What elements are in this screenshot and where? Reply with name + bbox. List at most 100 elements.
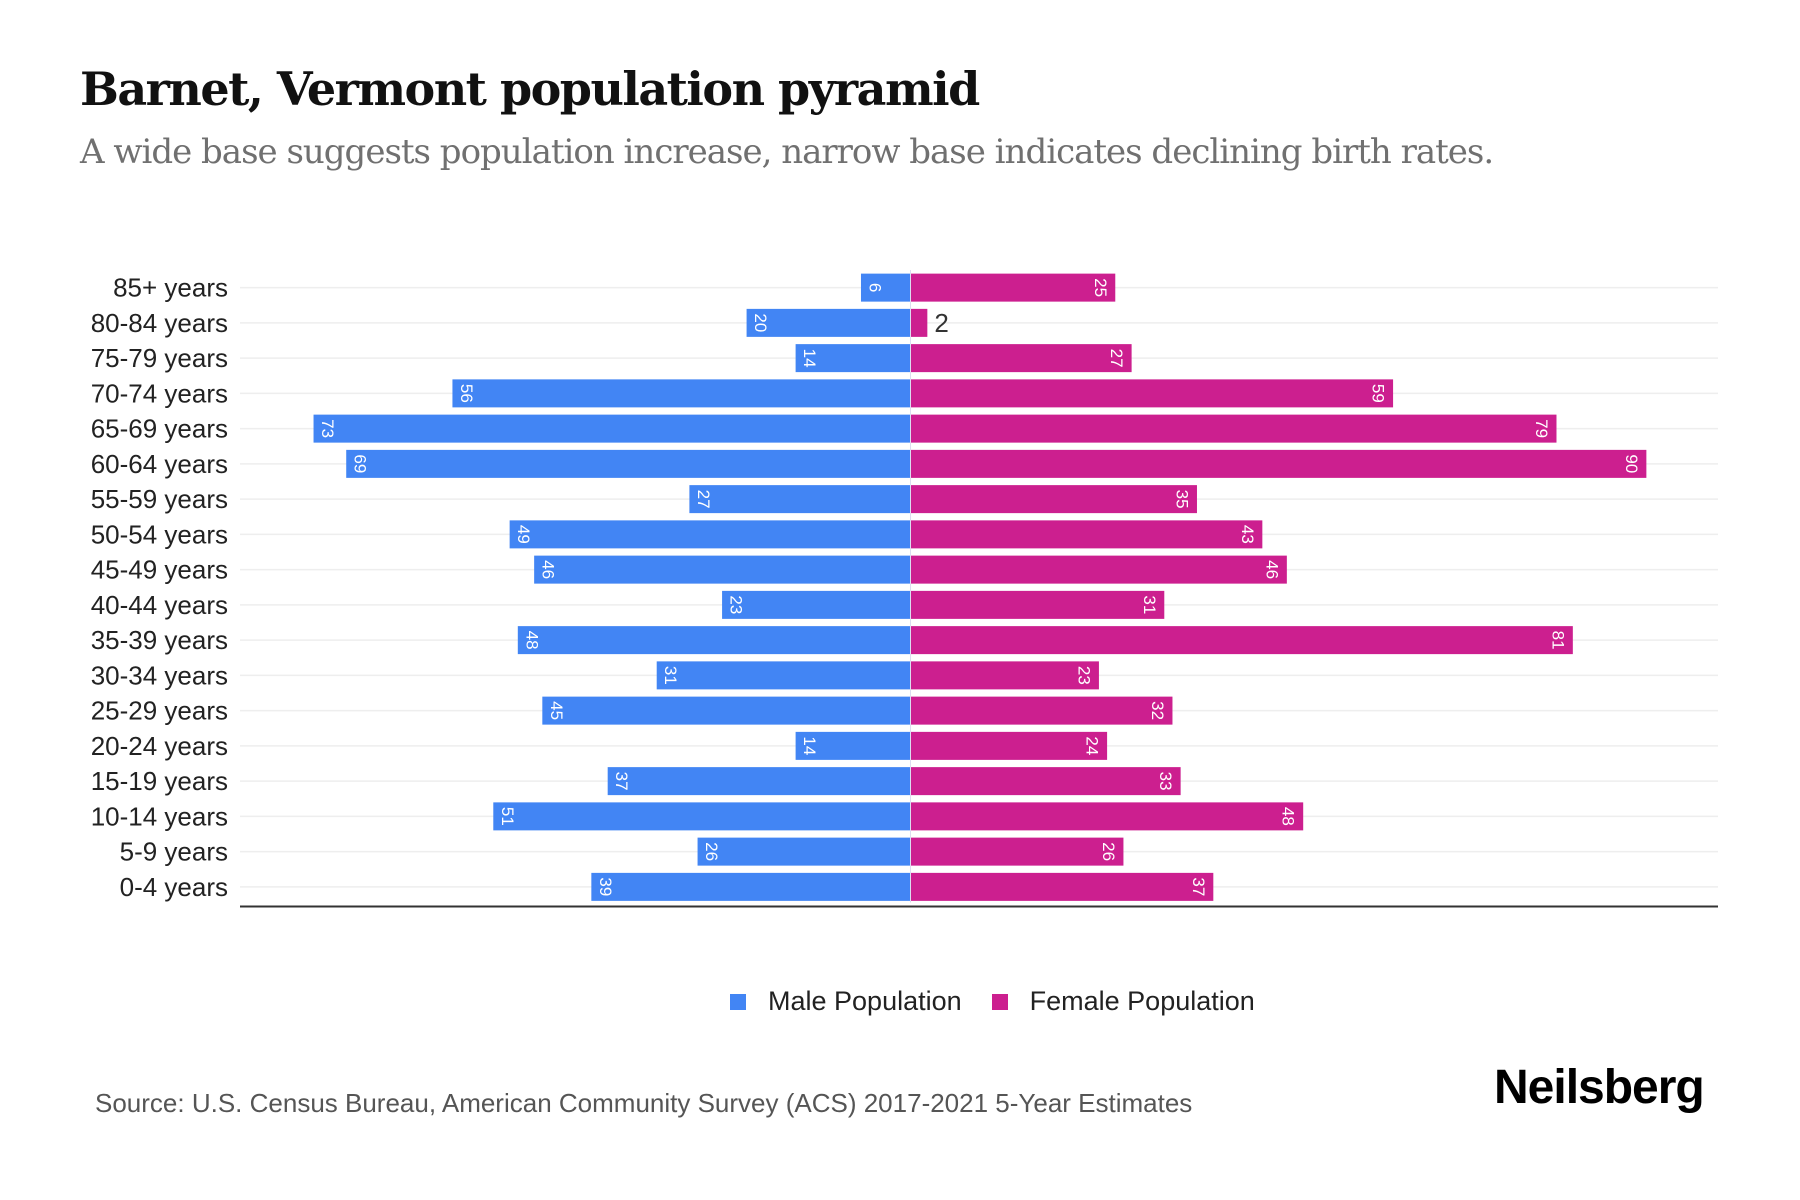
- gridlines: [240, 286, 1718, 888]
- bar-male[interactable]: [452, 379, 910, 408]
- category-label: 75-79 years: [91, 343, 228, 373]
- bar-male[interactable]: [722, 590, 910, 619]
- value-label-male: 51: [498, 807, 517, 826]
- legend-swatch-male: [730, 993, 746, 1010]
- value-label-male: 39: [596, 877, 615, 896]
- value-label-female: 26: [1099, 842, 1118, 861]
- bar-male[interactable]: [517, 626, 910, 655]
- bar-male[interactable]: [346, 449, 911, 478]
- value-label-male: 37: [612, 772, 631, 791]
- bar-male[interactable]: [697, 837, 910, 866]
- chart-subtitle: A wide base suggests population increase…: [80, 132, 1494, 172]
- value-label-female: 31: [1140, 595, 1159, 614]
- value-label-female: 24: [1083, 736, 1102, 755]
- bar-male[interactable]: [493, 802, 910, 831]
- bar-female[interactable]: [911, 590, 1165, 619]
- bar-female[interactable]: [911, 872, 1214, 901]
- value-label-male: 49: [514, 525, 533, 544]
- category-label: 5-9 years: [120, 837, 228, 867]
- bar-male[interactable]: [534, 555, 910, 584]
- bars: [313, 270, 1647, 903]
- value-label-female: 90: [1622, 454, 1641, 473]
- bar-female[interactable]: [911, 379, 1394, 408]
- value-label-male: 31: [661, 666, 680, 685]
- value-label-male: 26: [702, 842, 721, 861]
- category-label: 65-69 years: [91, 414, 228, 444]
- bar-female[interactable]: [911, 767, 1181, 796]
- legend-item-male[interactable]: Male Population: [730, 986, 962, 1017]
- bar-male[interactable]: [795, 731, 910, 760]
- value-label-male: 69: [351, 454, 370, 473]
- legend-item-female[interactable]: Female Population: [991, 986, 1255, 1017]
- bar-female[interactable]: [911, 485, 1197, 514]
- bar-male[interactable]: [607, 767, 910, 796]
- bar-female[interactable]: [911, 344, 1132, 373]
- value-label-male: 23: [727, 595, 746, 614]
- bar-male[interactable]: [746, 308, 910, 337]
- category-label: 10-14 years: [91, 801, 228, 831]
- value-label-female: 2: [934, 308, 948, 338]
- bar-male[interactable]: [795, 344, 910, 373]
- bar-female[interactable]: [911, 273, 1116, 302]
- bar-female[interactable]: [911, 696, 1173, 725]
- legend: Male Population Female Population: [730, 986, 1285, 1017]
- category-label: 55-59 years: [91, 484, 228, 514]
- category-label: 85+ years: [113, 273, 228, 303]
- value-labels: 6 25 20 2 14 27 56 59 73 79 69 90 27 35 49 43 46 46 23 31 48…: [318, 278, 1641, 896]
- source-note: Source: U.S. Census Bureau, American Com…: [95, 1088, 1193, 1118]
- value-label-male: 6: [865, 283, 884, 292]
- category-labels: 85+ years 80-84 years 75-79 years 70-74 yea…: [91, 273, 228, 902]
- category-label: 30-34 years: [91, 660, 228, 690]
- value-label-female: 37: [1189, 877, 1208, 896]
- neilsberg-logo[interactable]: Neilsberg: [1494, 1061, 1705, 1114]
- bar-female[interactable]: [911, 414, 1557, 443]
- bar-female[interactable]: [911, 449, 1647, 478]
- category-label: 35-39 years: [91, 625, 228, 655]
- bar-female[interactable]: [911, 308, 928, 337]
- category-label: 25-29 years: [91, 696, 228, 726]
- bar-male[interactable]: [860, 273, 910, 302]
- value-label-female: 33: [1156, 772, 1175, 791]
- bar-female[interactable]: [911, 802, 1304, 831]
- value-label-female: 46: [1262, 560, 1281, 579]
- category-label: 70-74 years: [91, 378, 228, 408]
- bar-male[interactable]: [313, 414, 910, 443]
- value-label-male: 73: [318, 419, 337, 438]
- legend-swatch-female: [991, 993, 1008, 1010]
- bar-male[interactable]: [656, 661, 910, 690]
- bar-male[interactable]: [509, 520, 910, 549]
- category-label: 50-54 years: [91, 519, 228, 549]
- value-label-male: 14: [800, 736, 819, 755]
- bar-male[interactable]: [591, 872, 910, 901]
- category-label: 40-44 years: [91, 590, 228, 620]
- bar-female[interactable]: [911, 626, 1573, 655]
- value-label-female: 48: [1279, 807, 1298, 826]
- category-label: 0-4 years: [120, 872, 228, 902]
- bar-female[interactable]: [911, 555, 1287, 584]
- bar-female[interactable]: [911, 520, 1263, 549]
- legend-label-male: Male Population: [768, 986, 962, 1016]
- value-label-female: 79: [1532, 419, 1551, 438]
- legend-label-female: Female Population: [1029, 986, 1255, 1016]
- population-pyramid-chart: 85+ years 80-84 years 75-79 years 70-74 yea…: [91, 270, 1718, 908]
- bar-female[interactable]: [911, 731, 1108, 760]
- category-label: 20-24 years: [91, 731, 228, 761]
- bar-male[interactable]: [689, 485, 910, 514]
- value-label-male: 20: [751, 313, 770, 332]
- bar-female[interactable]: [911, 661, 1099, 690]
- category-label: 80-84 years: [91, 308, 228, 338]
- value-label-female: 23: [1074, 666, 1093, 685]
- value-label-female: 32: [1148, 701, 1167, 720]
- value-label-female: 59: [1369, 384, 1388, 403]
- chart-title: Barnet, Vermont population pyramid: [80, 62, 980, 116]
- value-label-female: 27: [1107, 349, 1126, 368]
- value-label-female: 81: [1548, 631, 1567, 650]
- value-label-male: 46: [539, 560, 558, 579]
- bar-female[interactable]: [911, 837, 1124, 866]
- category-label: 60-64 years: [91, 449, 228, 479]
- value-label-male: 48: [522, 631, 541, 650]
- value-label-male: 27: [694, 490, 713, 509]
- value-label-female: 25: [1091, 278, 1110, 297]
- category-label: 15-19 years: [91, 766, 228, 796]
- bar-male[interactable]: [542, 696, 910, 725]
